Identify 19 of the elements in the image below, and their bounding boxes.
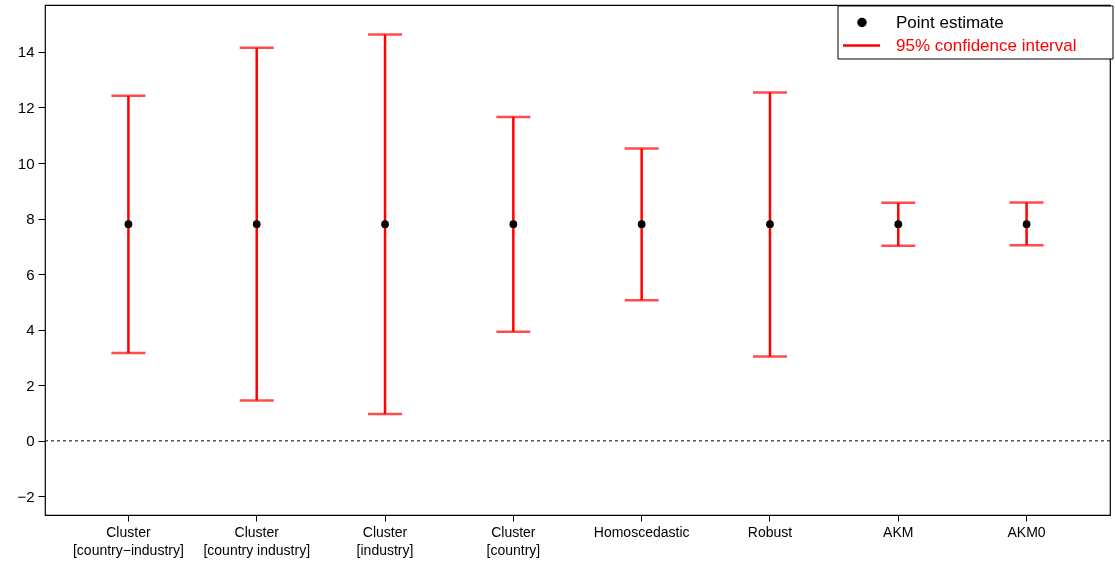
x-tick-label: Robust <box>747 523 793 540</box>
y-tick-label: 4 <box>26 321 35 339</box>
x-tick-label: Homoscedastic <box>593 523 690 540</box>
x-tick-label: Cluster [country−industry] <box>72 523 184 558</box>
y-tick-label: 8 <box>26 210 35 228</box>
legend-label: 95% confidence interval <box>896 35 1077 55</box>
y-tick-label: 0 <box>26 432 35 450</box>
x-tick-label: Cluster [country industry] <box>203 523 311 558</box>
x-tick-label: Cluster [industry] <box>356 523 414 558</box>
x-tick-label: AKM <box>883 523 914 540</box>
x-tick-label: AKM0 <box>1007 523 1046 540</box>
y-tick-label: −2 <box>17 487 35 505</box>
x-tick-label: Cluster [country] <box>486 523 541 558</box>
y-tick-label: 12 <box>17 99 35 116</box>
y-tick-label: 2 <box>26 376 35 394</box>
y-tick-label: 10 <box>17 154 35 172</box>
y-tick-label: 14 <box>17 43 35 61</box>
y-tick-label: 6 <box>26 265 35 283</box>
legend-label: Point estimate <box>896 12 1004 32</box>
